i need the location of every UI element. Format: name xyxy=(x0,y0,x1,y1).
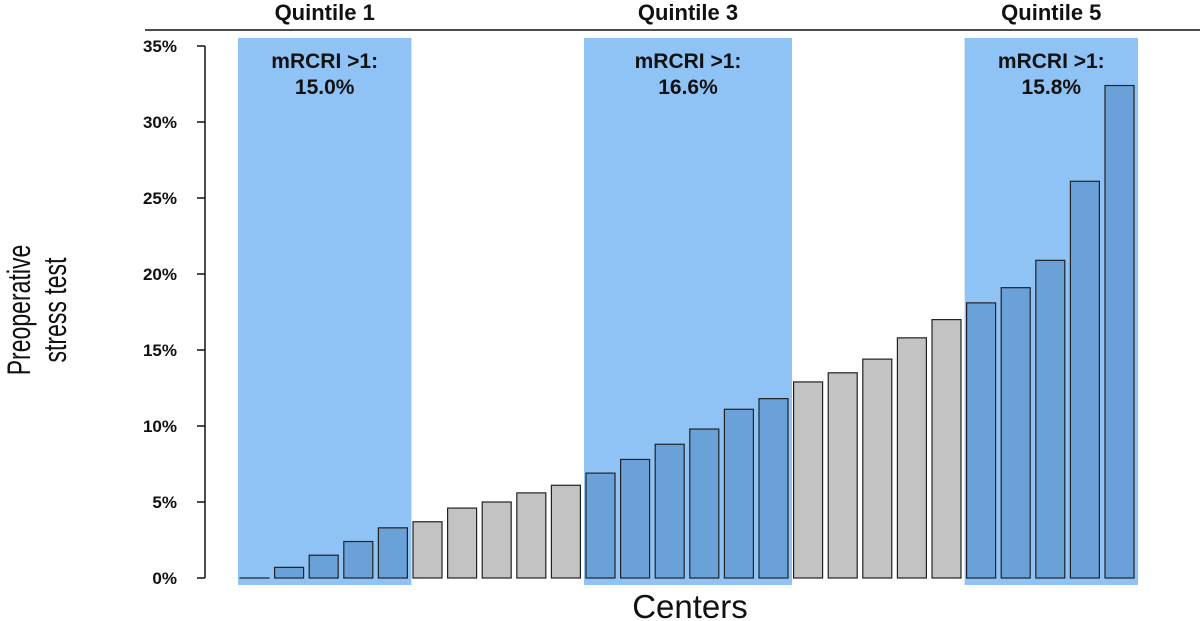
bar xyxy=(862,358,893,579)
quintile-annotation: mRCRI >1: xyxy=(635,50,742,73)
y-tick-label: 25% xyxy=(143,189,177,208)
quintile-titles: Quintile 1 Quintile 3 Quintile 5 xyxy=(275,0,1102,25)
y-tick-label: 0% xyxy=(152,569,177,588)
bar xyxy=(585,472,616,579)
y-tick-label: 15% xyxy=(143,341,177,360)
quintile-title: Quintile 1 xyxy=(275,0,375,25)
bar xyxy=(481,501,512,579)
bar xyxy=(550,484,582,579)
y-axis: 0% 5% 10% 15% 20% 25% 30% 35% xyxy=(143,37,206,588)
bar xyxy=(1069,180,1101,579)
bar xyxy=(1104,84,1135,579)
x-axis-title: Centers xyxy=(632,588,748,621)
bar xyxy=(447,507,478,579)
quintile-annotation: 16.6% xyxy=(658,76,718,99)
quintile-annotation: 15.0% xyxy=(295,76,355,99)
bar xyxy=(827,372,858,579)
bar xyxy=(1000,287,1031,579)
quintile-title: Quintile 3 xyxy=(638,0,738,25)
quintile-annotation: mRCRI >1: xyxy=(998,50,1105,73)
bar xyxy=(654,443,685,579)
bar xyxy=(758,398,789,579)
bar xyxy=(308,554,339,579)
band-annotations: mRCRI >1: 15.0% mRCRI >1: 16.6% mRCRI >1: 15.… xyxy=(271,50,1104,99)
bar xyxy=(896,337,928,579)
bar xyxy=(412,521,443,579)
bar xyxy=(1035,259,1066,579)
bar xyxy=(377,527,408,579)
bar xyxy=(792,381,824,579)
quintile-band xyxy=(584,38,792,585)
bar xyxy=(619,458,651,579)
quintile-annotation: mRCRI >1: xyxy=(271,50,378,73)
y-tick-label: 10% xyxy=(143,417,177,436)
bar xyxy=(689,428,720,579)
y-tick-label: 5% xyxy=(152,493,177,512)
bar xyxy=(343,540,374,579)
bar xyxy=(274,566,305,579)
quintile-annotation: 15.8% xyxy=(1022,76,1082,99)
y-tick-label: 30% xyxy=(143,113,177,132)
bar xyxy=(931,319,962,579)
bar xyxy=(723,408,755,579)
y-tick-label: 20% xyxy=(143,265,177,284)
quintile-band xyxy=(238,38,412,585)
bar xyxy=(965,302,997,579)
bars xyxy=(239,84,1135,579)
y-tick-label: 35% xyxy=(143,37,177,56)
quintile-title: Quintile 5 xyxy=(1001,0,1101,25)
y-axis-title: Preoperative stress test xyxy=(1,245,73,376)
y-axis-title-line-1: Preoperative xyxy=(1,245,37,376)
bar xyxy=(516,492,547,579)
y-axis-title-line-2: stress test xyxy=(37,257,73,362)
